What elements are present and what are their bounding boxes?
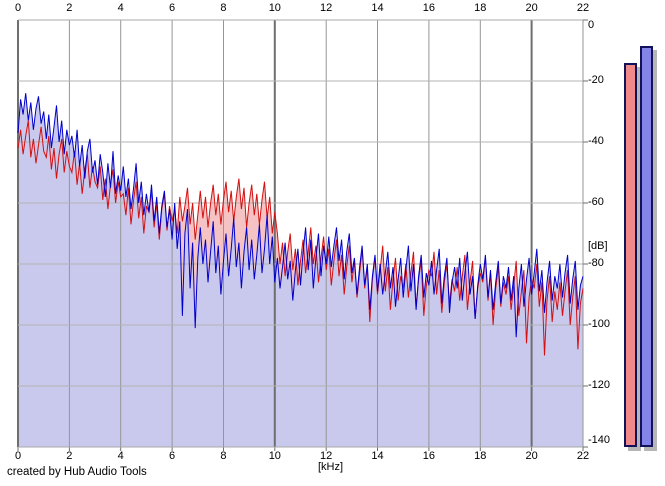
meter-blue-bar: [640, 45, 653, 447]
spectrum-blue-trace: [17, 93, 584, 338]
y-tick-label-0: 0: [588, 19, 595, 31]
x-tick-label-top-10: 10: [268, 2, 281, 14]
khz-axis-unit-label: [kHz]: [318, 461, 344, 473]
x-tick-label-bottom-8: 8: [220, 450, 227, 462]
x-tick-label-bottom-18: 18: [474, 450, 487, 462]
x-tick-label-bottom-14: 14: [371, 450, 384, 462]
x-tick-label-top-12: 12: [320, 2, 333, 14]
spectrum-blue-area: [18, 93, 583, 447]
x-tick-label-bottom-4: 4: [117, 450, 124, 462]
x-tick-label-top-20: 20: [525, 2, 538, 14]
x-tick-label-top-16: 16: [422, 2, 436, 14]
x-tick-label-top-2: 2: [66, 2, 73, 14]
y-tick-label--40: -40: [588, 135, 604, 147]
footer-credit-text: created by Hub Audio Tools: [7, 466, 147, 478]
y-tick-label--60: -60: [588, 196, 604, 208]
y-tick-label--120: -120: [588, 379, 611, 391]
y-tick-label--20: -20: [588, 74, 604, 86]
db-axis-unit-label: [dB]: [588, 240, 608, 252]
y-tick-label--80: -80: [588, 257, 604, 269]
meter-red-bar: [624, 62, 637, 447]
x-tick-label-bottom-12: 12: [320, 450, 333, 462]
x-tick-label-top-8: 8: [220, 2, 227, 14]
y-tick-label--100: -100: [588, 318, 611, 330]
x-tick-label-bottom-2: 2: [66, 450, 73, 462]
x-tick-label-bottom-16: 16: [422, 450, 436, 462]
x-tick-label-bottom-20: 20: [525, 450, 538, 462]
x-tick-label-top-14: 14: [371, 2, 384, 14]
x-tick-label-top-4: 4: [117, 2, 124, 14]
x-tick-label-bottom-0: 0: [14, 450, 22, 462]
x-tick-label-bottom-6: 6: [169, 450, 176, 462]
x-tick-label-bottom-10: 10: [268, 450, 281, 462]
y-tick-label--140: -140: [588, 434, 611, 446]
x-tick-label-top-22: 22: [576, 2, 590, 14]
x-tick-label-top-18: 18: [474, 2, 487, 14]
x-tick-label-bottom-22: 22: [576, 450, 590, 462]
x-tick-label-top-6: 6: [169, 2, 176, 14]
x-tick-label-top-0: 0: [14, 2, 22, 14]
